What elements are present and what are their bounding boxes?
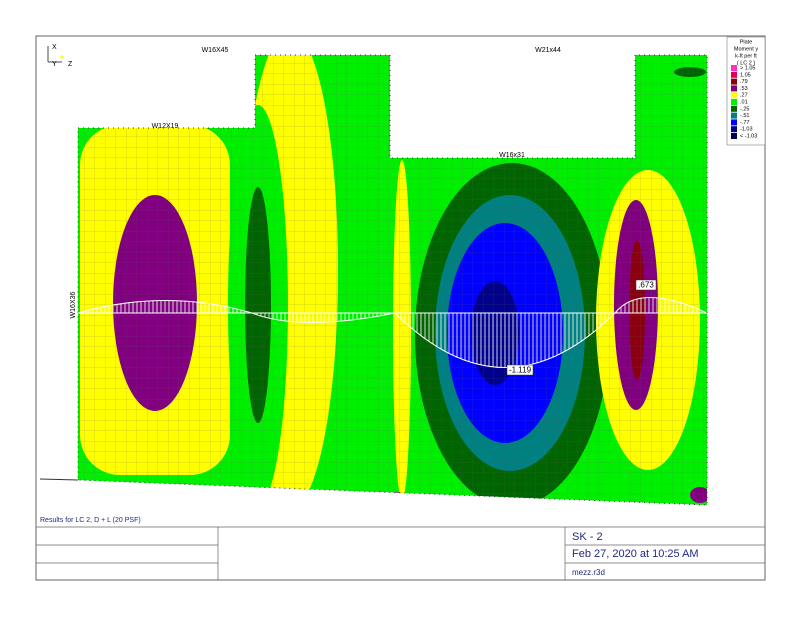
legend-label: -.25 — [740, 106, 749, 112]
member-label: W16x31 — [499, 152, 525, 159]
member-label: W12X19 — [152, 123, 179, 130]
legend-swatch — [731, 65, 737, 71]
axis-label: Y — [52, 61, 57, 68]
legend-label: > 1.05 — [740, 65, 755, 71]
legend-label: -1.03 — [740, 127, 753, 133]
annotation-label: -1.119 — [509, 366, 532, 375]
legend-swatch — [731, 133, 737, 139]
legend-label: .79 — [740, 79, 748, 85]
legend-swatch — [731, 78, 737, 85]
contour-plot — [78, 55, 707, 505]
axis-label: Z — [68, 61, 73, 68]
axis-label: X — [52, 44, 57, 51]
member-labels: W16X45 W21x44 W12X19 W16x31 W16X36 — [70, 47, 561, 319]
annotation-label: .673 — [638, 281, 654, 290]
legend-title: Plate — [740, 39, 753, 45]
file-name: mezz.r3d — [572, 568, 605, 577]
member-label: W16X45 — [202, 47, 229, 54]
axis-triad: X Y Z — [47, 44, 73, 68]
legend-title: ( LC 2 ) — [737, 60, 756, 66]
legend-title: Moment y — [734, 46, 758, 52]
legend-swatch — [731, 85, 737, 92]
legend-swatch — [731, 119, 737, 126]
member-label: W16X36 — [70, 291, 77, 318]
annotation: .673 — [635, 279, 657, 291]
legend-swatch — [731, 105, 737, 112]
sheet-number: SK - 2 — [572, 531, 603, 543]
legend-swatch — [731, 92, 737, 99]
legend-label: -.77 — [740, 120, 749, 126]
slab-outline — [77, 54, 708, 506]
legend-label: 1.05 — [740, 72, 751, 78]
legend-swatch — [731, 112, 737, 119]
legend-label: .01 — [740, 99, 748, 105]
legend-swatch — [731, 99, 737, 105]
legend-title: k-ft per ft — [735, 53, 757, 59]
legend-label: < -1.03 — [740, 133, 757, 139]
legend-swatch — [731, 126, 737, 133]
sheet-frame — [35, 35, 766, 581]
legend-label: .27 — [740, 93, 748, 99]
results-note: Results for LC 2, D + L (20 PSF) — [40, 517, 141, 524]
annotation: -1.119 — [506, 364, 534, 376]
title-block — [36, 526, 765, 580]
legend-label: -.51 — [740, 113, 749, 119]
legend-swatch — [731, 71, 737, 78]
member-label: W21x44 — [535, 47, 561, 54]
legend-label: .53 — [740, 86, 748, 92]
date: Feb 27, 2020 at 10:25 AM — [572, 548, 699, 560]
support-line — [39, 478, 79, 481]
